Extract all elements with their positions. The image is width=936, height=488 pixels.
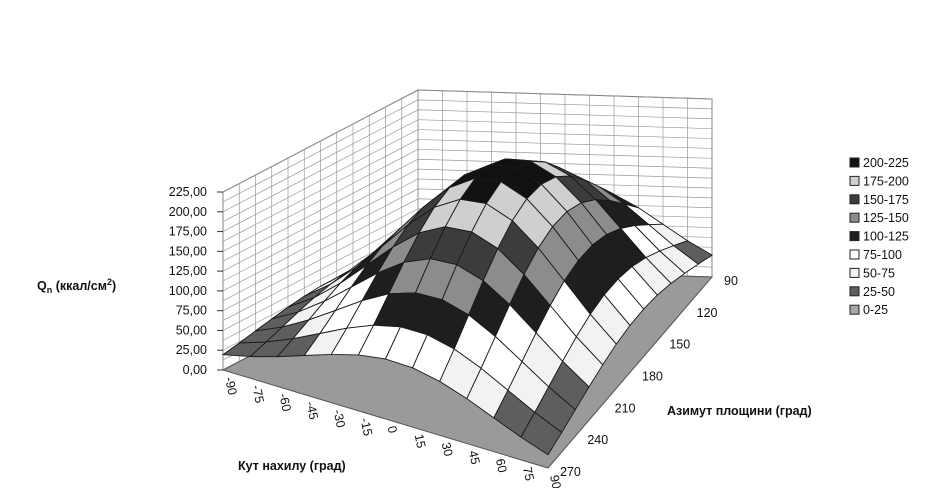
z-tick-label: 200,00 xyxy=(169,205,207,219)
legend-label: 150-175 xyxy=(863,193,909,207)
y-tick-label: 210 xyxy=(615,401,636,415)
legend-label: 175-200 xyxy=(863,174,909,188)
x-tick-label: 45 xyxy=(466,449,483,466)
legend-label: 200-225 xyxy=(863,156,909,170)
legend-swatch xyxy=(849,249,860,260)
legend-swatch xyxy=(849,286,860,297)
z-tick-label: 25,00 xyxy=(176,343,207,357)
z-tick-label: 50,00 xyxy=(176,323,207,337)
surface-mesh xyxy=(221,158,713,456)
legend-swatch xyxy=(849,212,860,223)
z-tick-label: 150,00 xyxy=(169,244,207,258)
x-tick-label: 90 xyxy=(547,474,564,488)
z-axis-ticks: 0,00 25,00 50,00 75,00 100,00 125,00 150,00 175… xyxy=(169,185,223,377)
x-tick-label: 75 xyxy=(520,466,537,483)
z-tick-label: 0,00 xyxy=(183,363,207,377)
legend: 200-225 175-200 150-175 125-150 100-125 75-10… xyxy=(849,156,909,317)
x-tick-label: 15 xyxy=(412,433,429,450)
legend-swatch xyxy=(849,304,860,315)
x-tick-label: -30 xyxy=(330,408,347,429)
x-axis-label: Кут нахилу (град) xyxy=(238,459,346,473)
legend-swatch xyxy=(849,175,860,186)
legend-swatch xyxy=(849,157,860,168)
y-tick-label: 270 xyxy=(560,465,581,479)
legend-label: 75-100 xyxy=(863,248,902,262)
legend-label: 0-25 xyxy=(863,303,888,317)
legend-label: 100-125 xyxy=(863,230,909,244)
x-tick-label: -15 xyxy=(357,417,374,438)
x-tick-label: -60 xyxy=(276,392,293,413)
y-tick-label: 150 xyxy=(669,338,690,352)
y-axis-label: Азимут площини (град) xyxy=(667,404,812,418)
z-tick-label: 225,00 xyxy=(169,185,207,199)
z-axis-label: Qn (ккал/см2) xyxy=(37,277,116,295)
z-tick-label: 75,00 xyxy=(176,304,207,318)
z-tick-label: 175,00 xyxy=(169,225,207,239)
x-tick-label: -75 xyxy=(249,384,266,405)
z-tick-label: 100,00 xyxy=(169,284,207,298)
legend-label: 125-150 xyxy=(863,211,909,225)
x-tick-label: 0 xyxy=(385,425,400,435)
y-tick-label: 240 xyxy=(587,433,608,447)
z-tick-label: 125,00 xyxy=(169,264,207,278)
legend-swatch xyxy=(849,267,860,278)
y-tick-label: 180 xyxy=(642,370,663,384)
legend-label: 50-75 xyxy=(863,266,895,280)
legend-label: 25-50 xyxy=(863,285,895,299)
y-tick-label: 120 xyxy=(697,306,718,320)
y-axis-ticks: 90 120 150 180 210 240 270 xyxy=(560,274,738,479)
x-tick-label: -90 xyxy=(222,376,239,397)
legend-swatch xyxy=(849,194,860,205)
x-axis-ticks: -90 -75 -60 -45 -30 -15 0 15 30 45 60 75 90 xyxy=(222,376,564,488)
y-tick-label: 90 xyxy=(724,274,738,288)
x-tick-label: 60 xyxy=(493,457,510,474)
surface-cell xyxy=(520,411,563,456)
x-tick-label: 30 xyxy=(439,441,456,458)
x-tick-label: -45 xyxy=(303,400,320,421)
legend-swatch xyxy=(849,231,860,242)
